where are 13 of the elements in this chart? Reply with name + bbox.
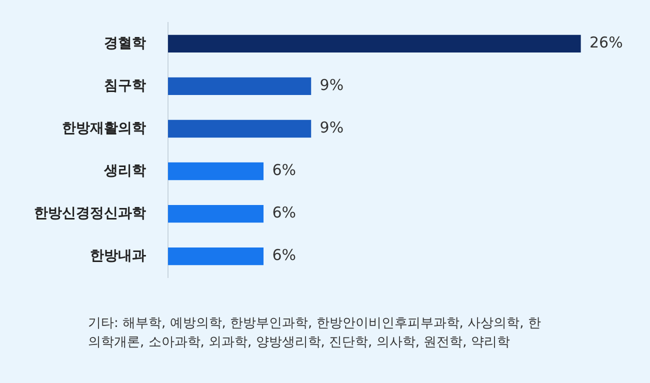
data-label: 9% — [320, 76, 344, 94]
y-tick-label: 한방내과 — [90, 248, 146, 264]
y-tick-label: 침구학 — [104, 78, 146, 94]
data-label: 9% — [320, 118, 344, 137]
data-label: 6% — [272, 204, 296, 222]
data-label: 26% — [590, 34, 623, 52]
data-label: 6% — [272, 246, 296, 264]
y-tick-label: 생리학 — [103, 162, 146, 179]
y-tick-label: 경혈학 — [104, 35, 146, 52]
text: 기타: 해부학, 예방의학, 한방부인과학, 한방안이비인후피부과학, 사상의학, 한의학개론, 소아과학, 외과학, 양방생리학, 진단학, 의사학, 원전학, 약리학 — [88, 315, 542, 352]
y-tick-label: 한방신경정신과학 — [34, 205, 146, 222]
data-label: 6% — [272, 161, 296, 180]
y-tick-label: 한방재활의학 — [62, 120, 146, 136]
